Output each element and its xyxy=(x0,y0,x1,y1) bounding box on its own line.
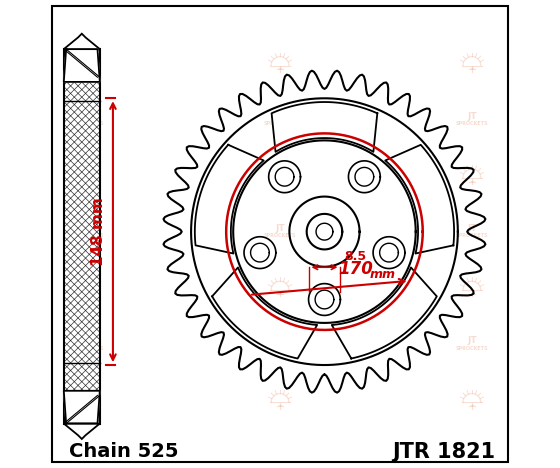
Polygon shape xyxy=(212,267,317,358)
Polygon shape xyxy=(385,145,454,254)
Polygon shape xyxy=(250,243,269,262)
Text: Chain 525: Chain 525 xyxy=(69,442,179,461)
Text: SPROCKETS: SPROCKETS xyxy=(456,121,488,126)
Text: JT: JT xyxy=(275,112,285,121)
Polygon shape xyxy=(355,168,374,186)
Polygon shape xyxy=(332,267,437,358)
Text: JT: JT xyxy=(275,224,285,233)
Text: JTR 1821: JTR 1821 xyxy=(392,442,495,461)
Text: SPROCKETS: SPROCKETS xyxy=(264,345,296,351)
Text: 170: 170 xyxy=(339,261,374,278)
Polygon shape xyxy=(64,49,100,424)
Polygon shape xyxy=(269,161,301,193)
Text: SPROCKETS: SPROCKETS xyxy=(72,345,104,351)
Polygon shape xyxy=(64,424,100,439)
Text: JT: JT xyxy=(467,336,477,345)
Text: 148 mm: 148 mm xyxy=(91,197,106,266)
Text: SPROCKETS: SPROCKETS xyxy=(456,233,488,238)
Polygon shape xyxy=(316,223,333,240)
Text: JT: JT xyxy=(83,224,93,233)
Text: SPROCKETS: SPROCKETS xyxy=(264,233,296,238)
Polygon shape xyxy=(275,168,294,186)
Polygon shape xyxy=(380,243,398,262)
Polygon shape xyxy=(64,34,100,49)
Polygon shape xyxy=(64,49,100,82)
Text: SPROCKETS: SPROCKETS xyxy=(72,121,104,126)
Polygon shape xyxy=(309,284,340,315)
Text: 8.5: 8.5 xyxy=(344,250,366,263)
Text: JT: JT xyxy=(83,112,93,121)
Text: mm: mm xyxy=(369,268,395,281)
Polygon shape xyxy=(195,145,264,254)
Text: JT: JT xyxy=(275,336,285,345)
Text: SPROCKETS: SPROCKETS xyxy=(264,121,296,126)
Polygon shape xyxy=(348,161,380,193)
Text: JT: JT xyxy=(467,224,477,233)
Text: SPROCKETS: SPROCKETS xyxy=(456,345,488,351)
Polygon shape xyxy=(272,102,377,152)
Text: JT: JT xyxy=(83,336,93,345)
Polygon shape xyxy=(373,237,405,269)
Polygon shape xyxy=(244,237,276,269)
Polygon shape xyxy=(64,391,100,424)
Text: SPROCKETS: SPROCKETS xyxy=(72,233,104,238)
Text: JT: JT xyxy=(467,112,477,121)
Polygon shape xyxy=(315,290,334,309)
